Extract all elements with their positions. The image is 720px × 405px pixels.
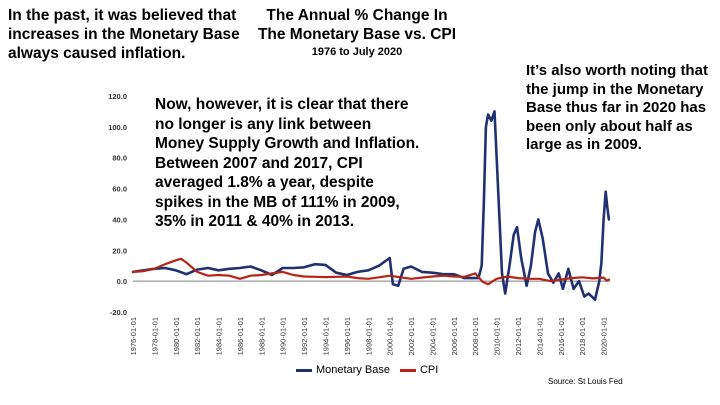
- x-tick-label: 2012-01-01: [514, 317, 523, 355]
- y-tick-label: 120.0: [108, 92, 127, 101]
- chart-subtitle: 1976 to July 2020: [311, 46, 403, 58]
- y-tick-label: 80.0: [112, 154, 127, 163]
- y-tick-label: 100.0: [108, 123, 127, 132]
- x-tick-label: 1992-01-01: [300, 317, 309, 355]
- x-tick-label: 1984-01-01: [215, 317, 224, 355]
- x-tick-label: 2006-01-01: [450, 317, 459, 355]
- x-tick-label: 1976-01-01: [129, 317, 138, 355]
- chart-title-block: The Annual % Change In The Monetary Base…: [232, 6, 482, 61]
- x-tick-label: 1990-01-01: [279, 317, 288, 355]
- legend-item-cpi: CPI: [399, 364, 439, 376]
- legend: Monetary Base CPI: [296, 364, 438, 376]
- x-tick-label: 2018-01-01: [578, 317, 587, 355]
- y-tick-label: -20.0: [110, 308, 127, 317]
- note-middle: Now, however, it is clear that there no …: [155, 96, 420, 230]
- x-tick-label: 2010-01-01: [493, 317, 502, 355]
- series-line-cpi: [131, 257, 610, 286]
- legend-swatch-monetary-base: [296, 368, 312, 372]
- legend-swatch-cpi: [399, 368, 416, 372]
- legend-item-monetary-base: Monetary Base: [296, 364, 390, 376]
- x-tick-label: 1982-01-01: [193, 317, 202, 355]
- x-tick-label: 1994-01-01: [322, 317, 331, 355]
- x-tick-label: 2008-01-01: [471, 317, 480, 355]
- x-tick-label: 1988-01-01: [257, 317, 266, 355]
- y-tick-label: 0.0: [117, 277, 127, 286]
- y-tick-label: 20.0: [112, 246, 127, 255]
- y-tick-label: 40.0: [112, 215, 127, 224]
- x-tick-label: 1980-01-01: [172, 317, 181, 355]
- legend-label-cpi: CPI: [419, 364, 439, 376]
- x-tick-label: 2000-01-01: [386, 317, 395, 355]
- x-tick-label: 2020-01-01: [600, 317, 609, 355]
- x-tick-label: 2014-01-01: [535, 317, 544, 355]
- x-tick-label: 1998-01-01: [364, 317, 373, 355]
- source-note: Source: St Louis Fed: [548, 377, 623, 386]
- note-left: In the past, it was believed that increa…: [8, 7, 240, 62]
- chart-title-line-2: The Monetary Base vs. CPI: [257, 26, 457, 43]
- x-tick-label: 1996-01-01: [343, 317, 352, 355]
- legend-label-monetary-base: Monetary Base: [316, 364, 390, 376]
- chart-series: [131, 110, 611, 301]
- x-tick-label: 2004-01-01: [428, 317, 437, 355]
- x-tick-label: 2002-01-01: [407, 317, 416, 355]
- y-tick-label: 60.0: [112, 185, 127, 194]
- chart-title-line-1: The Annual % Change In: [266, 7, 448, 24]
- x-tick-label: 1986-01-01: [236, 317, 245, 355]
- x-tick-label: 2016-01-01: [557, 317, 566, 355]
- note-right: It’s also worth noting that the jump in …: [526, 62, 708, 153]
- chart-axes: -20.0 0.0 20.0 40.0 60.0 80.0 100.0 120.0 1976-0…: [108, 92, 610, 355]
- x-tick-label: 1978-01-01: [150, 317, 159, 355]
